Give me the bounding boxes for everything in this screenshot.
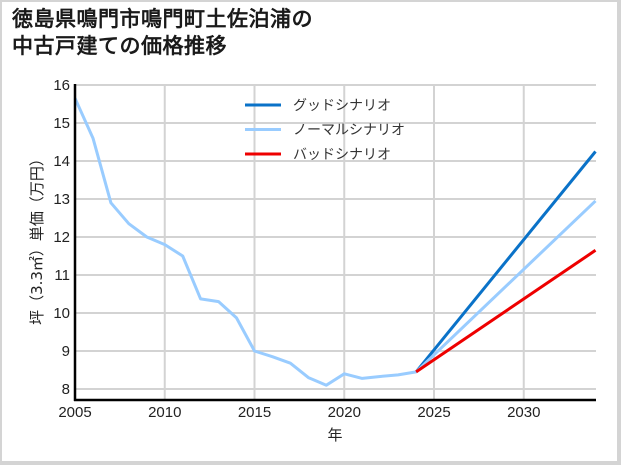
y-tick-label: 8 [62,381,70,398]
x-tick-label: 2005 [58,404,91,421]
legend-label-good: グッドシナリオ [293,98,391,114]
x-tick-label: 2030 [507,404,540,421]
series-line-bad [415,249,597,374]
y-tick-label: 12 [53,229,70,246]
chart-title: 徳島県鳴門市鳴門町土佐泊浦の 中古戸建ての価格推移 [12,6,313,60]
grid-lines [75,84,596,400]
y-tick-label: 9 [62,343,70,360]
tick-labels: 2005 2010 2015 2020 2025 2030 8 9 10 11 12 13 14 15 16 [53,77,540,421]
x-axis-label: 年 [327,426,342,444]
x-tick-label: 2025 [417,404,450,421]
chart-title-line1: 徳島県鳴門市鳴門町土佐泊浦の [12,7,313,31]
y-axis-label: 坪（3.3㎡）単価（万円） [28,151,46,325]
x-tick-label: 2015 [238,404,271,421]
x-tick-label: 2020 [328,404,361,421]
y-tick-label: 13 [53,191,70,208]
legend-label-bad: バッドシナリオ [293,147,391,163]
y-tick-label: 16 [53,77,70,94]
legend-label-normal: ノーマルシナリオ [293,123,405,139]
chart-frame [2,2,617,461]
series-line-good [414,150,597,373]
x-tick-label: 2010 [148,404,181,421]
axes [73,84,596,402]
chart-title-line2: 中古戸建ての価格推移 [12,34,227,58]
y-tick-label: 15 [53,115,70,132]
y-tick-label: 11 [54,267,70,284]
series-lines [73,97,597,387]
series-line-normal [73,97,597,387]
y-tick-label: 14 [53,153,70,170]
y-tick-label: 10 [53,305,70,322]
